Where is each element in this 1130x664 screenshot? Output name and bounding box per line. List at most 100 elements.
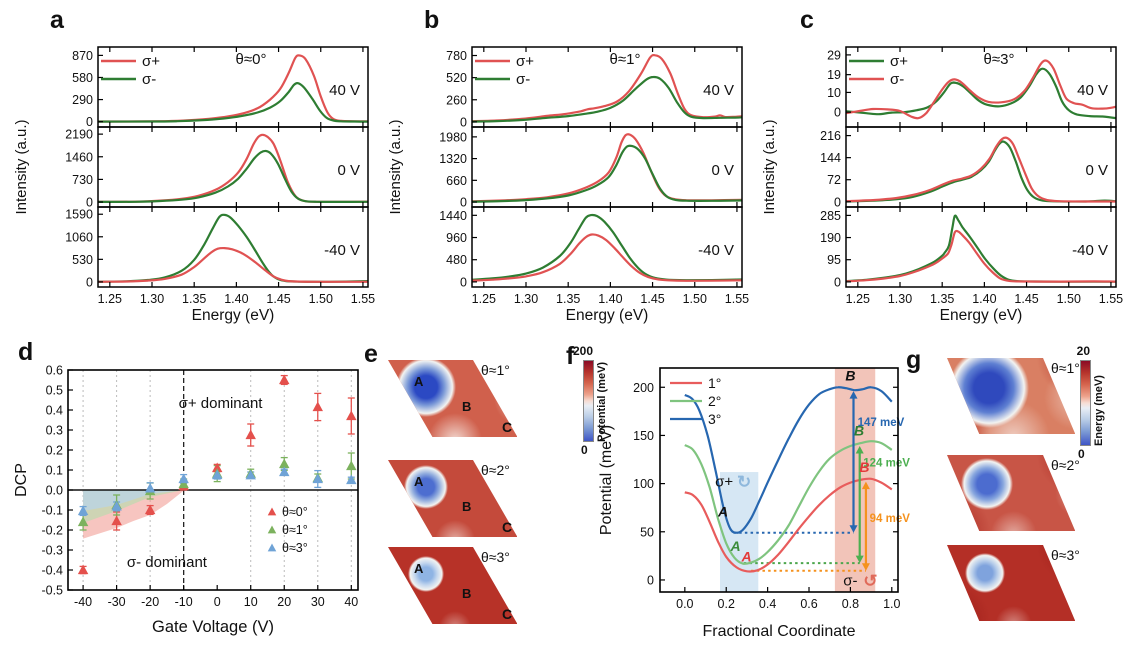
x-tick-label: 40	[344, 595, 358, 609]
y-tick-label: -0.2	[41, 524, 63, 538]
y-tick-label: 95	[827, 253, 841, 267]
y-tick-label: 0.3	[46, 424, 63, 438]
curves-b-0 V	[472, 133, 742, 203]
x-tick-label: 1.50	[309, 292, 333, 306]
x-tick-label: 30	[311, 595, 325, 609]
curve-σ-	[846, 136, 1116, 203]
x-tick-label: 10	[244, 595, 258, 609]
x-axis-label: Energy (eV)	[566, 307, 649, 324]
legend-label: σ-	[516, 71, 530, 88]
site-label-C: C	[502, 419, 513, 435]
curve-σ+	[98, 246, 368, 283]
y-tick-label: 150	[633, 429, 654, 443]
curve-σ+	[472, 233, 742, 282]
gate-voltage-label: -40 V	[698, 242, 734, 259]
x-tick-label: 0.0	[676, 597, 693, 611]
y-tick-label: 0	[834, 106, 841, 120]
x-tick-label: 1.35	[182, 292, 206, 306]
y-tick-label: -0.3	[41, 544, 63, 558]
legend-label: 3°	[708, 411, 721, 427]
y-tick-label: 0	[86, 275, 93, 289]
axes-frame	[471, 46, 743, 128]
x-tick-label: -40	[74, 595, 92, 609]
axes-frame	[659, 367, 899, 593]
colorbar	[583, 360, 594, 442]
panel-b-spectra: 0 260 520 780 40 V 0 660 1320 1980 0 V 1.25 1.30 1.3…	[384, 6, 754, 332]
y-axis-label: DCP	[13, 463, 30, 497]
curve-σ+	[472, 133, 742, 203]
panel-letter-f: f	[566, 342, 575, 370]
panel-letter-e: e	[364, 340, 378, 368]
legend-label: σ+	[890, 53, 908, 70]
twist-angle-label: θ≈2°	[1051, 457, 1080, 473]
x-tick-label: 0.4	[759, 597, 776, 611]
y-axis-label: Intensity (a.u.)	[761, 119, 778, 214]
y-tick-label: 216	[820, 129, 841, 143]
moire-cell-map: θ≈3°	[947, 545, 1080, 621]
energy-gap-label: 147 meV	[858, 417, 905, 429]
y-tick-label: 290	[72, 93, 93, 107]
twist-angle-label: θ≈1°	[1051, 360, 1080, 376]
curves-c-40 V	[846, 59, 1116, 120]
x-tick-label: 1.40	[598, 292, 622, 306]
y-tick-label: 960	[446, 231, 467, 245]
rotate-ccw-icon: ↺	[863, 572, 877, 591]
panel-d-dcp-scatter: -40 -30 -20 -10 0 10 20 30 40 -0.5 -0.4 -0.3 -0.2 -0.…	[10, 336, 398, 658]
panel-letter-g: g	[906, 346, 922, 374]
y-tick-label: 200	[633, 381, 654, 395]
moire-cell-map: θ≈2°	[947, 455, 1080, 531]
y-tick-label: 0	[460, 115, 467, 129]
panel-c-spectra: 0 10 19 29 40 V 0 72 144 216 0 V 1.25 1.30 1.35 1.40 1…	[758, 6, 1128, 332]
y-tick-label: 480	[446, 253, 467, 267]
twist-angle-label: θ≈3°	[481, 549, 510, 565]
x-tick-label: 1.30	[140, 292, 164, 306]
x-tick-label: 0.2	[718, 597, 735, 611]
x-tick-label: 1.40	[972, 292, 996, 306]
legend-label: σ-	[890, 71, 904, 88]
x-axis-label: Gate Voltage (V)	[152, 618, 274, 636]
x-axis-label: Energy (eV)	[192, 307, 275, 324]
x-tick-label: 1.45	[1014, 292, 1038, 306]
curve-3°	[684, 386, 893, 534]
y-tick-label: 0	[86, 196, 93, 210]
twist-angle-title: θ≈1°	[610, 51, 641, 68]
twist-angle-label: θ≈3°	[1051, 547, 1080, 563]
site-label-A: A	[729, 538, 740, 554]
site-label-C: C	[502, 606, 513, 622]
y-tick-label: 730	[72, 173, 93, 187]
legend-label: θ≈0°	[282, 505, 308, 519]
y-tick-label: 100	[633, 477, 654, 491]
y-tick-label: 50	[640, 525, 654, 539]
site-label-A: A	[414, 561, 424, 576]
x-tick-label: 1.50	[683, 292, 707, 306]
energy-gap-label: 94 meV	[870, 513, 910, 525]
y-tick-label: 29	[827, 48, 841, 62]
curve-σ-	[472, 75, 742, 123]
panel-a-spectra: 0 290 580 870 40 V 0 730 1460 2190 0 V 1.25 1.30 1.3…	[10, 6, 380, 332]
axes-frame	[97, 126, 369, 208]
axes-frame	[845, 126, 1117, 208]
y-tick-label: 1590	[65, 208, 93, 222]
y-tick-label: 144	[820, 151, 841, 165]
y-tick-label: 780	[446, 49, 467, 63]
gate-voltage-label: 0 V	[1085, 162, 1108, 179]
y-tick-label: 0	[460, 196, 467, 210]
x-tick-label: 1.25	[472, 292, 496, 306]
curves-b-40 V	[472, 53, 742, 123]
curve-σ+	[846, 67, 1116, 120]
panel-letter-d: d	[18, 338, 34, 366]
x-tick-label: -20	[141, 595, 159, 609]
site-label-B: B	[854, 422, 864, 438]
curve-σ+	[846, 140, 1116, 203]
y-tick-label: -0.4	[41, 564, 63, 578]
site-label-A: A	[740, 549, 751, 565]
axes-frame	[67, 369, 359, 591]
site-label-B: B	[859, 459, 869, 475]
site-label-B: B	[462, 499, 472, 514]
x-tick-label: 1.55	[351, 292, 375, 306]
site-label-A: A	[414, 374, 424, 389]
panel-letter-b: b	[424, 6, 440, 34]
panel-letter-c: c	[800, 6, 814, 34]
x-tick-label: 1.30	[514, 292, 538, 306]
